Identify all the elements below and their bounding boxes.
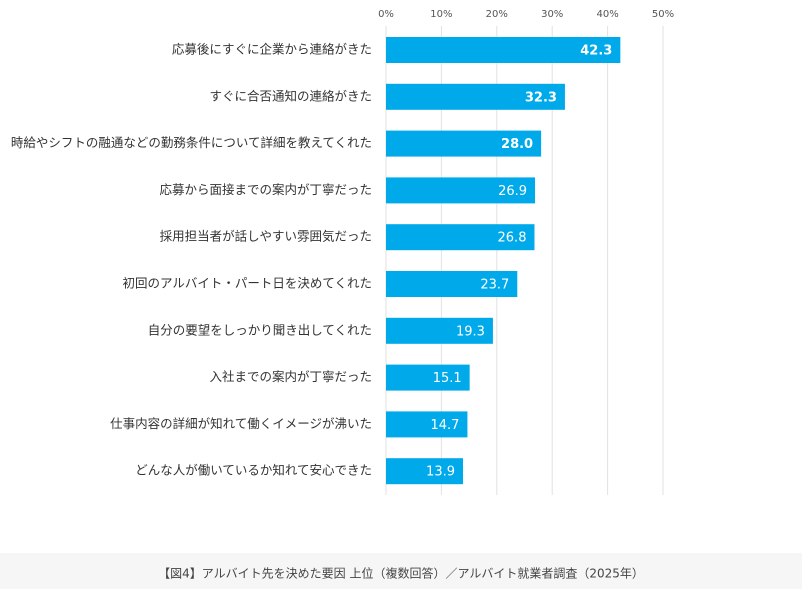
bar <box>386 317 493 344</box>
value-label: 19.3 <box>456 324 485 339</box>
value-label: 14.7 <box>430 418 459 433</box>
category-label: 仕事内容の詳細が知れて働くイメージが沸いた <box>110 416 372 431</box>
bar <box>386 458 464 485</box>
bar <box>386 83 565 110</box>
value-label: 23.7 <box>480 278 509 293</box>
bar <box>386 37 621 63</box>
x-tick-label: 0% <box>378 9 394 20</box>
category-label: 初回のアルバイト・パート日を決めてくれた <box>122 276 372 291</box>
category-label: 採用担当者が話しやすい雰囲気だった <box>160 229 372 244</box>
value-label: 26.9 <box>498 184 527 199</box>
value-label: 42.3 <box>580 44 612 59</box>
bar <box>386 364 470 391</box>
x-tick-label: 40% <box>596 9 618 20</box>
x-tick-label: 30% <box>541 9 563 20</box>
x-tick-label: 50% <box>652 9 674 20</box>
bar <box>386 130 542 157</box>
value-label: 28.0 <box>501 137 533 152</box>
bar <box>386 177 536 204</box>
category-label: 時給やシフトの融通などの勤務条件について詳細を教えてくれた <box>11 135 372 150</box>
category-label: 入社までの案内が丁寧だった <box>209 369 372 384</box>
category-label: すぐに合否通知の連絡がきた <box>209 88 372 103</box>
value-label: 26.8 <box>498 231 527 246</box>
bar <box>386 411 468 438</box>
bar <box>386 271 518 297</box>
category-label: 自分の要望をしっかり聞き出してくれた <box>148 322 372 337</box>
category-label: 応募後にすぐに企業から連絡がきた <box>172 42 372 57</box>
value-label: 32.3 <box>525 90 557 105</box>
value-label: 15.1 <box>433 371 462 386</box>
category-label: 応募から面接までの案内が丁寧だった <box>159 182 372 197</box>
caption-band <box>0 553 802 589</box>
category-label: どんな人が働いているか知れて安心できた <box>135 463 372 478</box>
bar <box>386 224 535 251</box>
caption: 【図4】アルバイト先を決めた要因 上位（複数回答）／アルバイト就業者調査（202… <box>158 566 644 581</box>
x-tick-label: 20% <box>486 9 508 20</box>
x-tick-label: 10% <box>430 9 452 20</box>
value-label: 13.9 <box>426 465 455 480</box>
